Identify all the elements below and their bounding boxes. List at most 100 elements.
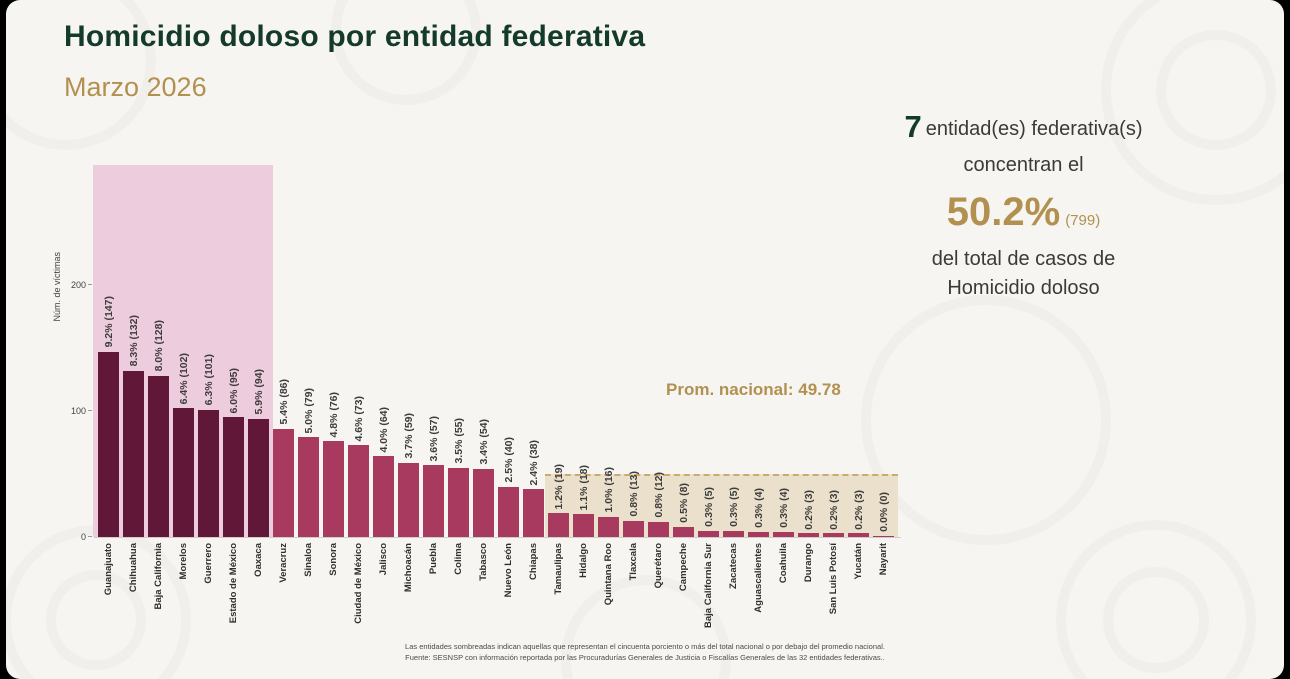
bar (548, 513, 569, 537)
summary-concentran-text: concentran el (963, 154, 1084, 177)
bar-value-label-text: 0.3% (4) (777, 488, 790, 528)
y-axis-ticks: 0 100 200 (56, 165, 92, 542)
bar-value-label-text: 5.4% (86) (277, 379, 290, 425)
bar (448, 467, 469, 537)
bar-value-label: 4.0% (64) (373, 407, 394, 453)
y-tick-label: 100 (71, 406, 92, 416)
bar-value-label-text: 0.3% (5) (702, 487, 715, 527)
x-axis-label-text: Aguascalientes (753, 543, 764, 613)
x-axis-label-text: Colima (453, 543, 464, 575)
bar (123, 370, 144, 537)
bar-value-label: 5.0% (79) (298, 388, 319, 434)
summary-percent-line: 50.2% (799) (851, 190, 1196, 234)
bar-value-label-text: 0.3% (4) (752, 488, 765, 528)
bar-value-label: 8.0% (128) (148, 320, 169, 371)
bar-value-label-text: 2.4% (38) (527, 439, 540, 486)
x-axis-label: Quintana Roo (598, 543, 619, 605)
bar-value-label: 1.2% (19) (548, 464, 569, 510)
x-axis-label: Sinaloa (298, 543, 319, 577)
bar-value-label: 0.3% (5) (698, 487, 719, 527)
plot-area: 9.2% (147) 8.3% (132) 8.0% (128) 6.4% (102)… (93, 165, 901, 538)
bar (498, 486, 519, 537)
x-axis-label-text: Jalisco (378, 543, 389, 576)
bar (698, 530, 719, 537)
summary-entity-count: 7 (904, 109, 922, 144)
x-axis-label-text: Chihuahua (128, 543, 139, 593)
bar-value-label-text: 4.0% (64) (377, 406, 390, 453)
x-axis-label: Hidalgo (573, 543, 594, 578)
summary-percent-value: 50.2% (946, 190, 1061, 235)
bar (848, 533, 869, 537)
subtitle-month: Marzo 2026 (64, 72, 207, 102)
bar-value-label-text: 0.8% (13) (627, 471, 640, 517)
bar-value-label-text: 0.2% (3) (827, 489, 840, 530)
bar-value-label: 3.6% (57) (423, 416, 444, 462)
bar-value-label: 0.3% (5) (723, 487, 744, 527)
bar-value-label-text: 1.1% (18) (577, 464, 590, 511)
summary-entities-text: entidad(es) federativa(s) (925, 118, 1143, 140)
x-axis-label-text: San Luis Potosí (828, 543, 839, 615)
x-axis-label: Michoacán (398, 543, 419, 592)
x-axis-label-text: Veracruz (278, 543, 289, 583)
bar-value-label-text: 3.7% (59) (402, 413, 415, 459)
summary-crime-type-text: Homicidio doloso (947, 277, 1100, 300)
bar (598, 516, 619, 537)
x-axis-label: Baja California Sur (698, 543, 719, 628)
x-axis-label-text: Tlaxcala (628, 543, 639, 581)
x-axis-label: Chiapas (523, 543, 544, 580)
x-axis-label: Aguascalientes (748, 543, 769, 613)
slide-frame: Homicidio doloso por entidad federativa … (6, 0, 1284, 679)
x-axis-baseline (94, 537, 901, 538)
bar-value-label-text: 0.2% (3) (802, 489, 815, 530)
bar-value-label-text: 9.2% (147) (102, 296, 115, 348)
bar-value-label: 0.3% (4) (748, 488, 769, 528)
bar (523, 489, 544, 537)
x-axis-label: Puebla (423, 543, 444, 574)
x-axis-label-text: Sinaloa (303, 543, 314, 577)
x-axis-label: Colima (448, 543, 469, 575)
bar (423, 465, 444, 537)
x-axis-label: Guanajuato (98, 543, 119, 595)
bar (623, 520, 644, 537)
summary-entities-line: 7 entidad(es) federativa(s) (851, 109, 1196, 144)
x-axis-label-text: Puebla (428, 543, 439, 575)
bar (298, 437, 319, 537)
bar-value-label-text: 0.8% (12) (652, 472, 665, 518)
bar-value-label: 4.6% (73) (348, 396, 369, 442)
summary-percent-cases: (799) (1065, 212, 1101, 230)
x-axis-label-text: Campeche (678, 543, 689, 592)
bar-value-label: 5.9% (94) (248, 369, 269, 415)
x-axis-label: Durango (798, 543, 819, 582)
bar-value-label-text: 0.0% (0) (877, 492, 890, 532)
bar-value-label-text: 4.6% (73) (352, 395, 365, 442)
bar (798, 533, 819, 537)
x-axis-label: Coahuila (773, 543, 794, 583)
x-axis-label: Jalisco (373, 543, 394, 575)
bar-value-label: 2.5% (40) (498, 437, 519, 483)
x-axis-label-text: Nuevo León (503, 543, 514, 598)
x-axis-label: Tamaulipas (548, 543, 569, 595)
footnote-source: Fuente: SESNSP con información reportada… (405, 652, 885, 662)
x-axis-label-text: Guerrero (203, 543, 214, 584)
summary-panel: 7 entidad(es) federativa(s) concentran el… (851, 109, 1196, 300)
x-axis-label: Ciudad de México (348, 543, 369, 624)
x-axis-label: Morelos (173, 543, 194, 579)
x-axis-label-text: Durango (803, 543, 814, 583)
bar-value-label: 1.0% (16) (598, 467, 619, 513)
x-axis-label: Baja California (148, 543, 169, 610)
footnote: Las entidades sombreadas indican aquella… (291, 642, 999, 663)
x-axis-label-text: Morelos (178, 543, 189, 580)
x-axis-label: Campeche (673, 543, 694, 591)
bar-value-label-text: 1.0% (16) (602, 467, 615, 513)
bar-value-label-text: 8.0% (128) (152, 320, 165, 372)
x-axis-label-text: Michoacán (403, 543, 414, 593)
bar-value-label-text: 6.3% (101) (202, 354, 215, 406)
x-axis-label: Querétaro (648, 543, 669, 588)
bar (248, 418, 269, 537)
bar-value-label-text: 4.8% (76) (327, 391, 340, 438)
bar-value-label: 0.5% (8) (673, 483, 694, 523)
bar (673, 526, 694, 537)
bar-value-label: 0.8% (12) (648, 472, 669, 518)
x-axis-label-text: Zacatecas (728, 543, 739, 589)
x-axis-label: Nayarit (873, 543, 894, 575)
